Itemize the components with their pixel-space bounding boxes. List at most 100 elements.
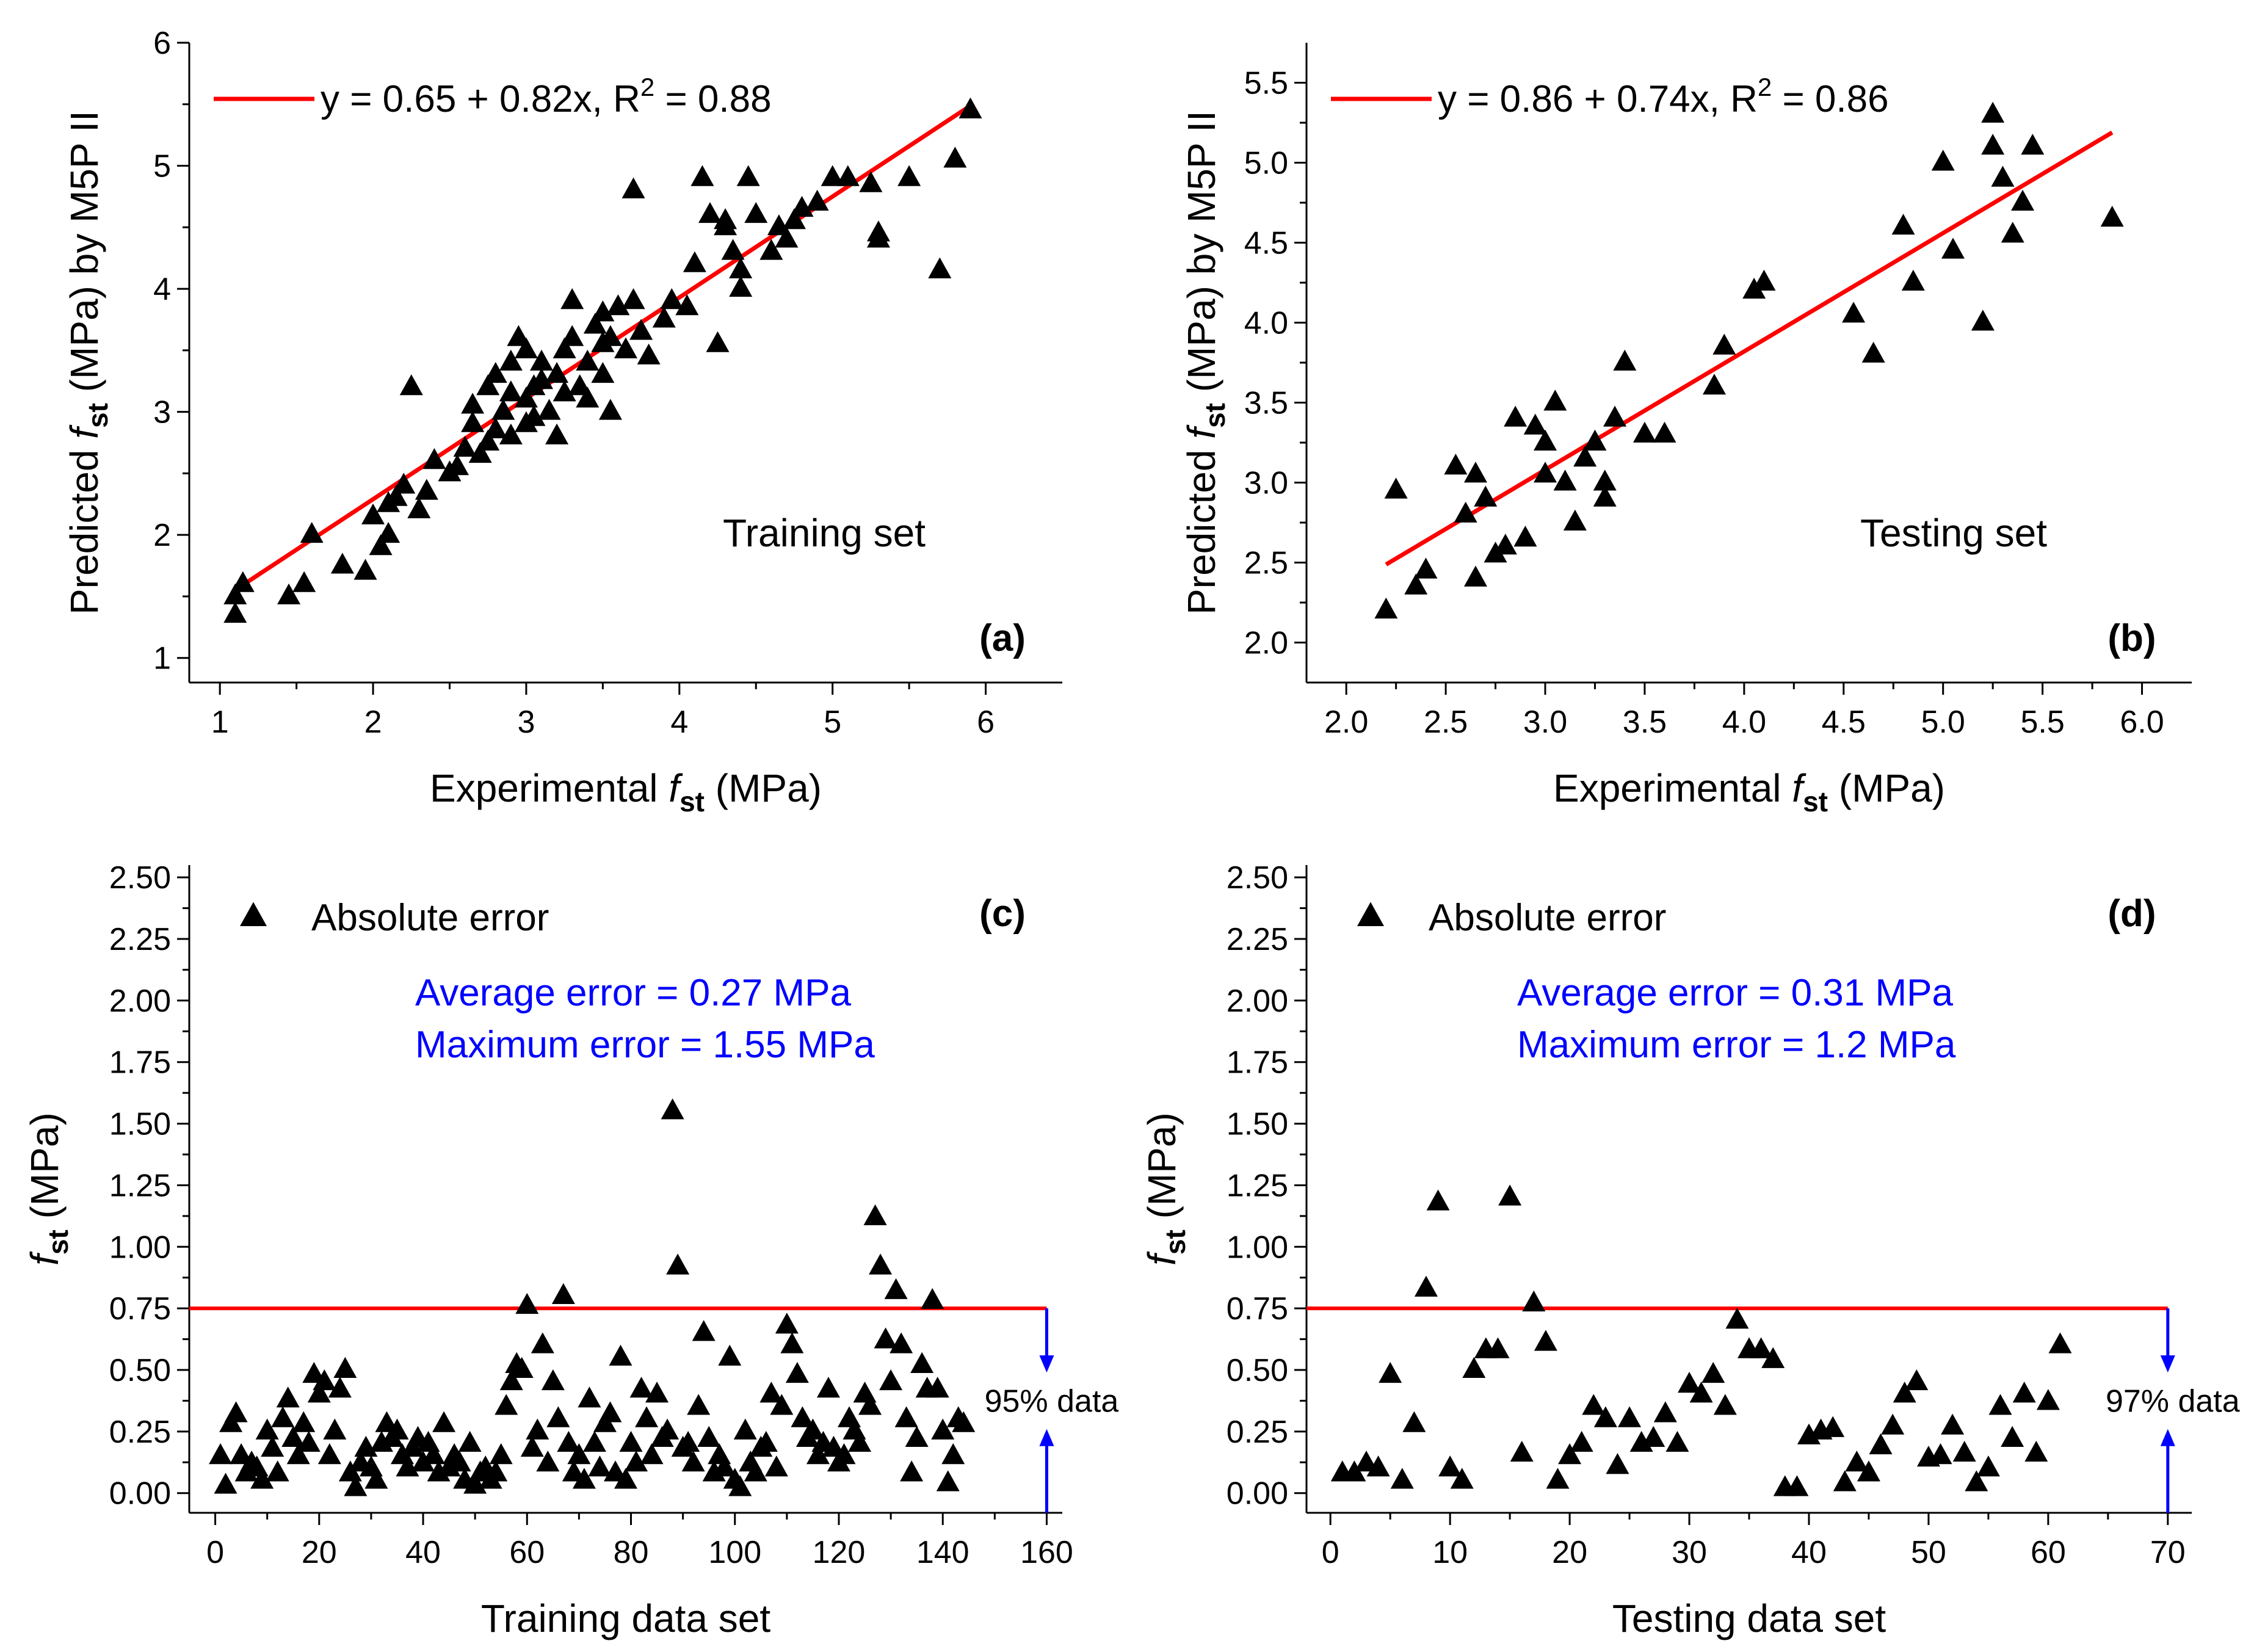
x-tick-label: 1 [211, 705, 229, 740]
panel-tag: (c) [979, 893, 1026, 935]
data-point [770, 1394, 794, 1415]
data-point [384, 485, 408, 506]
data-point [1444, 454, 1468, 475]
data-point [959, 97, 982, 118]
y-axis-label-subscript: st [42, 1230, 74, 1255]
data-point [2100, 205, 2124, 227]
x-tick-label: 70 [2150, 1535, 2186, 1570]
data-point [952, 1411, 976, 1432]
data-point [2024, 1440, 2048, 1462]
x-tick-label: 40 [1791, 1535, 1827, 1570]
data-point [866, 226, 890, 248]
data-point [675, 294, 699, 316]
data-point [333, 1357, 357, 1378]
data-point [377, 521, 400, 543]
x-tick-label: 10 [1432, 1535, 1468, 1570]
data-point [271, 1406, 295, 1427]
x-tick-label: 40 [405, 1535, 441, 1570]
x-tick-label: 4 [670, 705, 688, 740]
data-point [1761, 1347, 1785, 1368]
data-point [514, 386, 538, 408]
data-point [1905, 1369, 1929, 1391]
stats-line: Average error = 0.27 MPa [415, 972, 851, 1014]
data-point [495, 1394, 518, 1415]
data-point [530, 368, 554, 389]
x-tick-label: 160 [1020, 1535, 1073, 1570]
data-point [1785, 1475, 1809, 1496]
data-point [858, 1394, 882, 1415]
data-point [744, 201, 768, 223]
data-point [1633, 421, 1656, 443]
data-point [635, 1406, 659, 1427]
data-point [931, 1418, 955, 1440]
data-point [1869, 1433, 1893, 1455]
data-point [276, 1386, 300, 1408]
data-point [2036, 1389, 2060, 1410]
data-point [484, 417, 507, 438]
data-point [622, 288, 645, 310]
stats-line: Average error = 0.31 MPa [1517, 972, 1953, 1014]
data-point [681, 1451, 705, 1472]
y-tick-label: 2.50 [1227, 860, 1288, 896]
data-point [1384, 477, 1408, 499]
data-point [791, 1406, 814, 1427]
data-point [1988, 1394, 2012, 1415]
data-point [1901, 269, 1925, 291]
data-point [224, 1401, 248, 1422]
data-point [385, 1418, 409, 1440]
data-point [1546, 1468, 1570, 1489]
data-point [484, 1460, 508, 1482]
fit-equation-sup: 2 [640, 73, 654, 101]
data-point [1971, 310, 1995, 331]
data-point [2001, 222, 2024, 243]
x-tick-label: 4.0 [1722, 705, 1766, 740]
y-tick-label: 1.00 [1227, 1230, 1288, 1265]
data-point [1613, 349, 1637, 371]
data-point [369, 534, 393, 556]
x-axis-label-text: Experimental [430, 766, 669, 810]
data-point [292, 571, 316, 592]
fit-equation-sup: 2 [1758, 73, 1772, 101]
x-tick-label: 100 [708, 1535, 761, 1570]
data-point [1354, 1451, 1378, 1472]
y-tick-label: 0.50 [109, 1353, 171, 1388]
data-point [1857, 1460, 1880, 1482]
data-point [353, 559, 377, 580]
data-point [1991, 165, 2015, 187]
data-point [458, 1430, 482, 1452]
data-point [775, 1313, 799, 1334]
data-point [729, 275, 753, 297]
data-point [661, 1098, 684, 1120]
data-point [1861, 341, 1885, 363]
y-axis-label-unit: (MPa) [1140, 1112, 1184, 1230]
data-point [476, 429, 500, 451]
y-tick-label: 0.00 [1227, 1476, 1288, 1512]
data-point [545, 361, 569, 383]
data-point [591, 361, 615, 383]
y-axis-label: Predicted fst (MPa) by M5P II [1180, 110, 1231, 615]
data-point [879, 1369, 903, 1391]
data-point [461, 393, 485, 414]
data-point [557, 1430, 581, 1452]
data-point [1881, 1413, 1905, 1435]
data-point [588, 1455, 612, 1477]
y-tick-label: 0.00 [109, 1476, 171, 1512]
x-tick-label: 5.0 [1921, 705, 1965, 740]
data-point [1493, 534, 1517, 555]
data-point [461, 411, 485, 432]
stats-line: Maximum error = 1.55 MPa [415, 1024, 875, 1066]
x-axis-label: Experimental fst (MPa) [430, 766, 822, 817]
data-point [637, 343, 661, 364]
data-point [900, 1460, 924, 1482]
data-point [407, 497, 431, 518]
data-point [629, 1377, 653, 1398]
y-tick-label: 2.25 [109, 922, 171, 957]
data-point [848, 1430, 872, 1452]
data-point [780, 1332, 804, 1353]
data-point [1558, 1443, 1582, 1465]
panel-tag: (b) [2107, 617, 2156, 659]
data-point [614, 337, 637, 358]
data-point [874, 1327, 897, 1349]
y-tick-label: 5.5 [1244, 66, 1288, 101]
data-point [598, 1401, 622, 1422]
